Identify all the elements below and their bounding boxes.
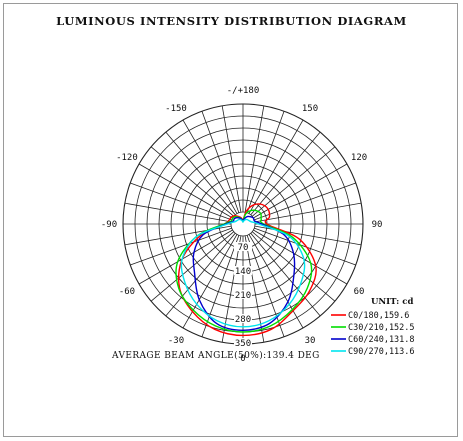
angle-labels: -/+180 -150 150 -120 120 -90 90 -60 60 -30 30 0: [101, 86, 383, 364]
radial-label-bg: [234, 314, 252, 323]
grid-spoke: [182, 234, 238, 329]
series-curve-2: [192, 215, 296, 331]
polar-grid: [122, 103, 364, 345]
grid-spoke: [165, 232, 236, 317]
grid-spoke: [253, 229, 348, 285]
series-curve-1: [175, 209, 313, 333]
grid-spoke: [165, 131, 236, 216]
grid-spoke: [254, 227, 356, 266]
grid-spoke: [253, 163, 348, 219]
radial-label-bg: [234, 266, 252, 275]
angle-label: -/+180: [227, 86, 260, 96]
legend-label-1: C30/210,152.5: [348, 323, 415, 333]
angle-label: -120: [116, 153, 138, 163]
legend: UNIT: cd C0/180,159.6 C30/210,152.5 C60/24…: [331, 297, 415, 357]
radial-label-bg: [234, 290, 252, 299]
angle-label: -30: [168, 336, 184, 346]
grid-spoke: [150, 231, 235, 302]
radial-labels: 70 140 210 280 350: [234, 242, 252, 349]
grid-spoke: [254, 182, 356, 221]
legend-label-0: C0/180,159.6: [348, 311, 409, 321]
grid-spoke: [201, 235, 240, 337]
grid-spoke: [254, 225, 362, 246]
series-curve-0: [177, 203, 317, 337]
series-curve-3: [180, 218, 306, 328]
grid-spoke: [138, 229, 233, 285]
grid-spoke: [250, 232, 321, 317]
radial-label: 280: [235, 315, 251, 325]
grid-spoke: [250, 131, 321, 216]
legend-unit-label: UNIT: cd: [371, 297, 413, 307]
radial-label: 350: [235, 339, 251, 349]
radial-label: 140: [235, 267, 251, 277]
angle-label: 30: [305, 336, 316, 346]
angle-label: 60: [354, 287, 365, 297]
angle-label: 90: [372, 220, 383, 230]
grid-spoke: [182, 119, 238, 214]
chart-title: LUMINOUS INTENSITY DISTRIBUTION DIAGRAM: [56, 14, 407, 28]
angle-label: -90: [101, 220, 117, 230]
legend-label-3: C90/270,113.6: [348, 347, 415, 357]
grid-spoke: [150, 146, 235, 217]
grid-spoke: [251, 146, 336, 217]
grid-spoke: [201, 111, 240, 213]
grid-spoke: [221, 105, 242, 213]
chart-frame: [3, 3, 458, 437]
grid-spoke: [130, 227, 232, 266]
grid-spoke: [254, 202, 362, 223]
grid-spoke: [246, 235, 285, 337]
grid-spoke: [130, 182, 232, 221]
angle-label: 150: [302, 104, 318, 114]
angle-label: 120: [351, 153, 367, 163]
grid-spoke: [248, 234, 304, 329]
radial-label-bg: [234, 338, 252, 347]
grid-spoke: [251, 231, 336, 302]
grid-spoke: [246, 111, 285, 213]
angle-label: 0: [240, 354, 245, 364]
radial-label-bg: [234, 242, 252, 251]
angle-label: -150: [165, 104, 187, 114]
grid-spoke: [124, 202, 232, 223]
radial-label: 210: [235, 291, 251, 301]
intensity-curves: [175, 203, 317, 337]
grid-spoke: [244, 105, 265, 213]
legend-label-2: C60/240,131.8: [348, 335, 415, 345]
radial-label: 70: [238, 243, 249, 253]
angle-label: -60: [119, 287, 135, 297]
grid-spoke: [248, 119, 304, 214]
grid-spoke: [138, 163, 233, 219]
beam-angle-text: AVERAGE BEAM ANGLE(50%):139.4 DEG: [112, 351, 320, 361]
